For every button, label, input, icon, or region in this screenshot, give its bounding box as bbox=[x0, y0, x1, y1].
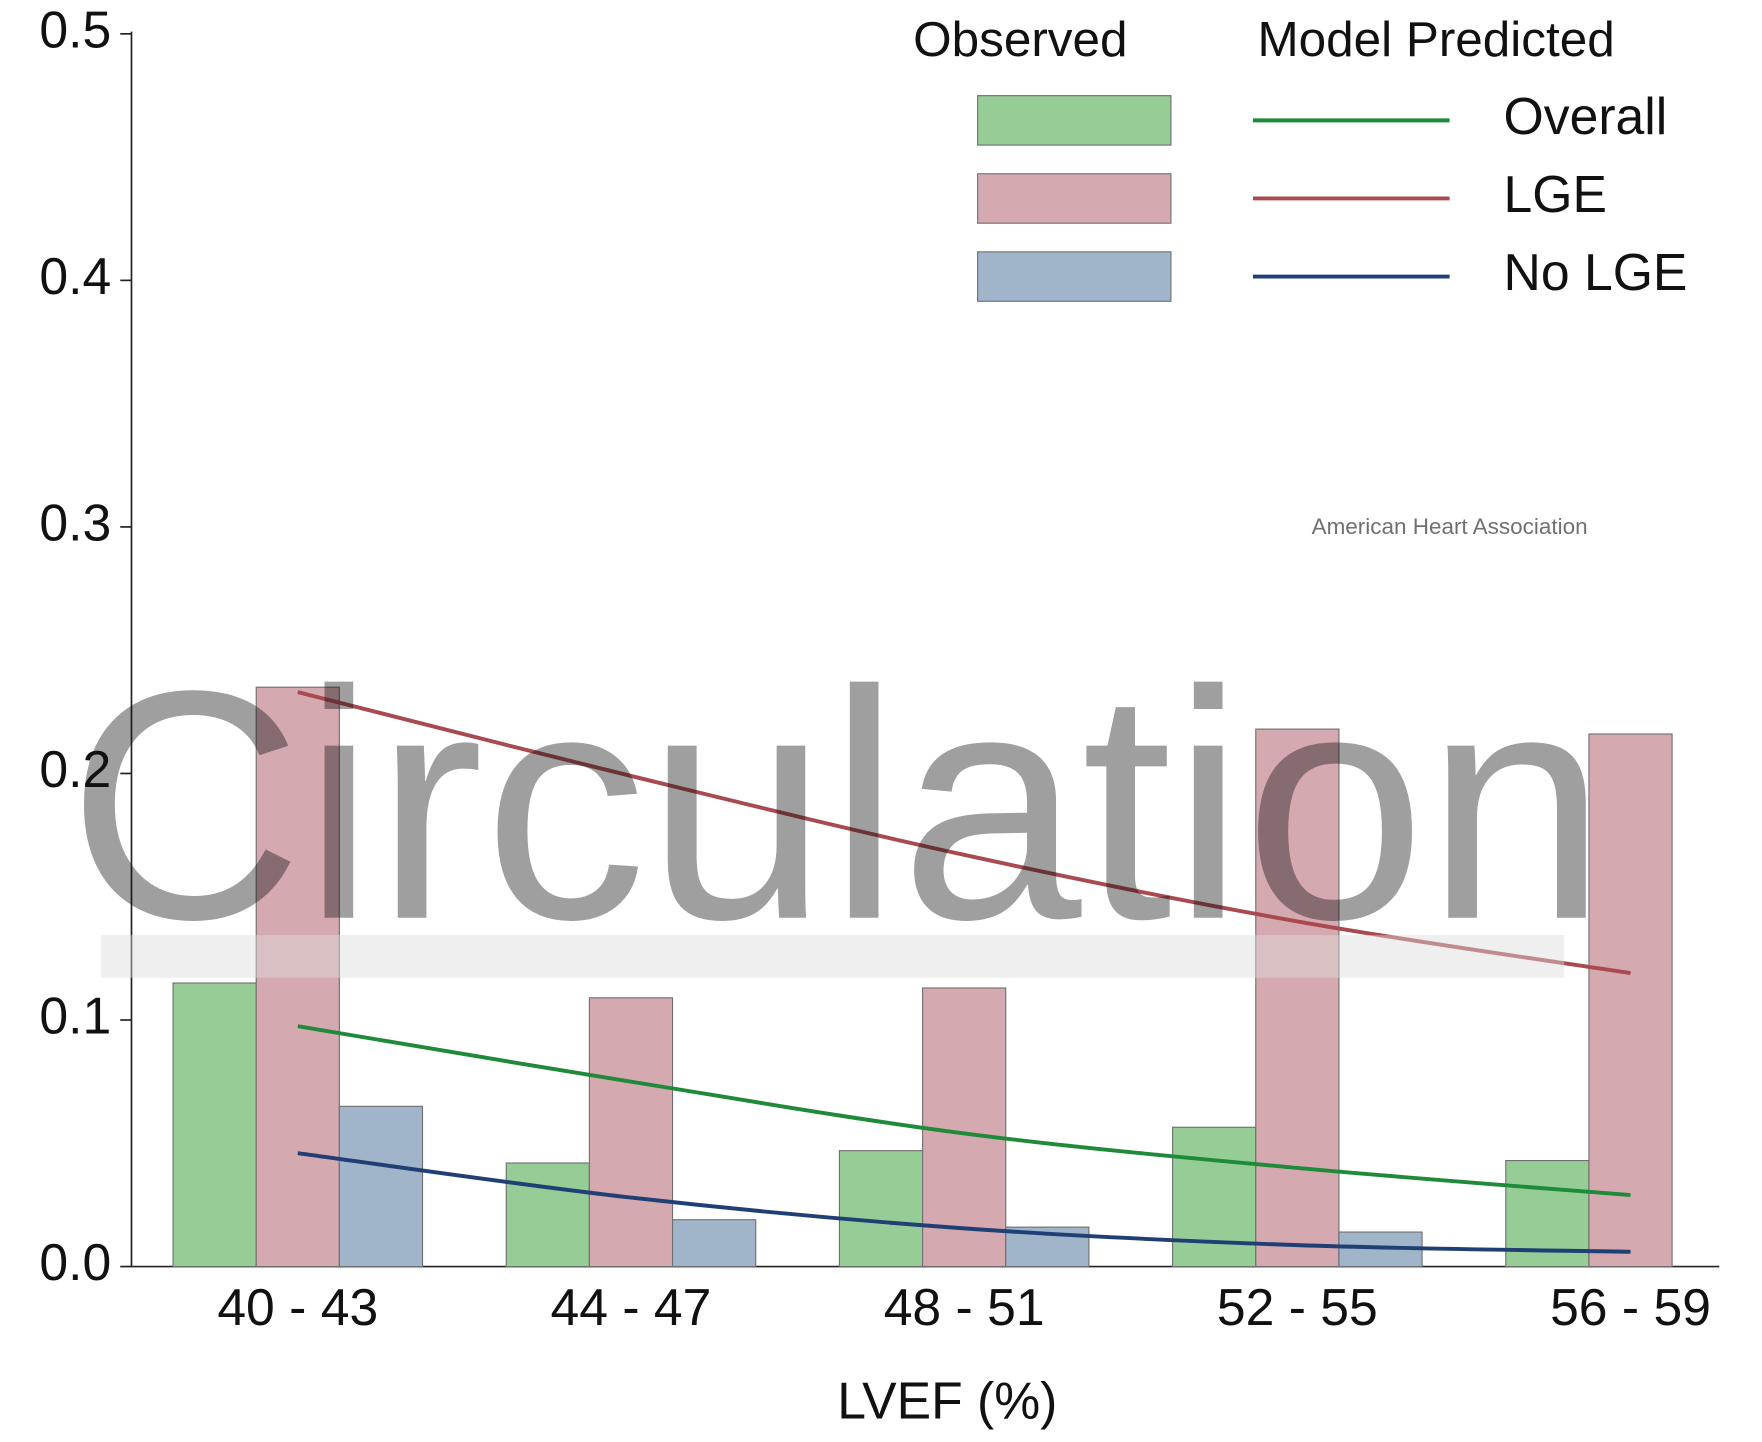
legend-title: Model Predicted bbox=[1257, 12, 1614, 67]
x-tick-label: 44 - 47 bbox=[551, 1278, 712, 1336]
bar bbox=[1172, 1126, 1257, 1268]
x-tick-label: 56 - 59 bbox=[1550, 1278, 1711, 1336]
legend-swatch bbox=[977, 95, 1172, 146]
bar bbox=[838, 1150, 924, 1268]
bar bbox=[588, 997, 674, 1268]
y-tick-label: 0.0 bbox=[39, 1233, 111, 1291]
x-tick-label: 40 - 43 bbox=[217, 1278, 378, 1336]
bar bbox=[255, 686, 340, 1268]
x-axis-label: LVEF (%) bbox=[837, 1371, 1057, 1429]
watermark-logo: American Heart Association bbox=[1312, 514, 1588, 539]
bar bbox=[671, 1219, 757, 1268]
y-tick-label: 0.2 bbox=[39, 740, 111, 798]
bar bbox=[172, 982, 257, 1268]
bar bbox=[1255, 728, 1340, 1268]
legend-label: No LGE bbox=[1504, 243, 1688, 301]
predicted-line bbox=[297, 1024, 1631, 1198]
legend-label: Overall bbox=[1504, 87, 1668, 145]
predicted-line bbox=[297, 1151, 1631, 1254]
x-tick-label: 48 - 51 bbox=[884, 1278, 1045, 1336]
legend-label: LGE bbox=[1504, 165, 1607, 223]
y-tick-label: 0.1 bbox=[39, 987, 111, 1045]
bar bbox=[1588, 733, 1673, 1268]
predicted-line bbox=[297, 690, 1631, 976]
legend-swatch bbox=[977, 251, 1172, 302]
legend-swatch bbox=[977, 173, 1172, 224]
bar bbox=[338, 1105, 424, 1268]
y-tick-label: 0.4 bbox=[39, 247, 111, 305]
y-tick-label: 0.3 bbox=[39, 494, 111, 552]
y-tick-label: 0.5 bbox=[39, 0, 111, 58]
x-tick-label: 52 - 55 bbox=[1217, 1278, 1378, 1336]
legend-title: Observed bbox=[913, 12, 1127, 67]
bar bbox=[505, 1162, 590, 1268]
watermark: Circulation bbox=[67, 624, 1607, 988]
watermark-band bbox=[101, 935, 1565, 978]
